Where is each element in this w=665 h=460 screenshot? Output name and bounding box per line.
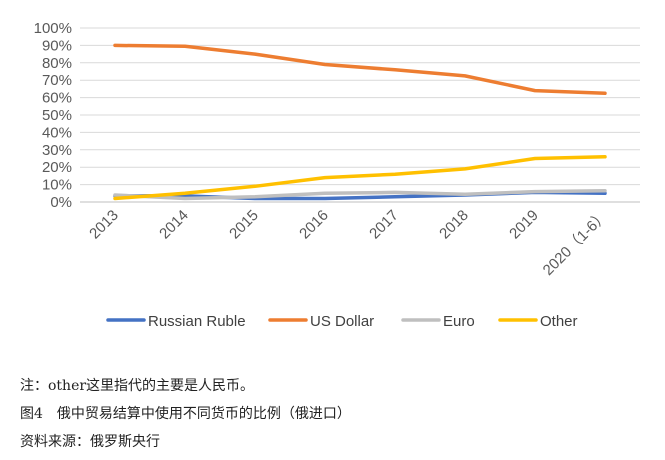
y-tick-label: 60% [42, 90, 72, 107]
figure-title: 图4 俄中贸易结算中使用不同货币的比例（俄进口） [20, 406, 351, 422]
x-tick-label: 2020（1-6） [540, 207, 612, 279]
y-tick-label: 10% [42, 177, 72, 194]
y-tick-label: 20% [42, 159, 72, 176]
data-source: 资料来源：俄罗斯央行 [20, 434, 160, 450]
y-tick-label: 80% [42, 55, 72, 72]
y-tick-label: 50% [42, 107, 72, 124]
series-lines [113, 43, 607, 201]
legend-label: US Dollar [310, 313, 374, 330]
y-axis-tick-labels: 0%10%20%30%40%50%60%70%80%90%100% [34, 20, 72, 211]
gridlines [80, 27, 640, 203]
x-tick-label: 2014 [156, 207, 192, 243]
y-tick-label: 0% [50, 194, 72, 211]
x-tick-label: 2016 [296, 207, 332, 243]
x-tick-label: 2018 [436, 207, 472, 243]
x-tick-label: 2019 [506, 207, 542, 243]
x-tick-label: 2013 [86, 207, 122, 243]
x-tick-label: 2015 [226, 207, 262, 243]
series-line-other [113, 155, 607, 201]
y-tick-label: 30% [42, 142, 72, 159]
legend-label: Euro [443, 313, 475, 330]
y-tick-label: 100% [34, 20, 72, 37]
line-chart: 0%10%20%30%40%50%60%70%80%90%100% 2013 20… [34, 20, 640, 330]
y-tick-label: 90% [42, 37, 72, 54]
chart-note: 注：other这里指代的主要是人民币。 [20, 378, 255, 394]
y-tick-label: 70% [42, 72, 72, 89]
x-tick-label: 2017 [366, 207, 402, 243]
legend-label: Other [540, 313, 578, 330]
legend: Russian Ruble US Dollar Euro Other [106, 313, 578, 330]
y-tick-label: 40% [42, 124, 72, 141]
chart: 0% 10% 20% 30% 40% 50% 60% 70% 80% 90% 100% 2013 20… [34, 20, 640, 330]
series-line-us-dollar [113, 43, 607, 96]
legend-label: Russian Ruble [148, 313, 246, 330]
series-line-euro [113, 188, 607, 201]
